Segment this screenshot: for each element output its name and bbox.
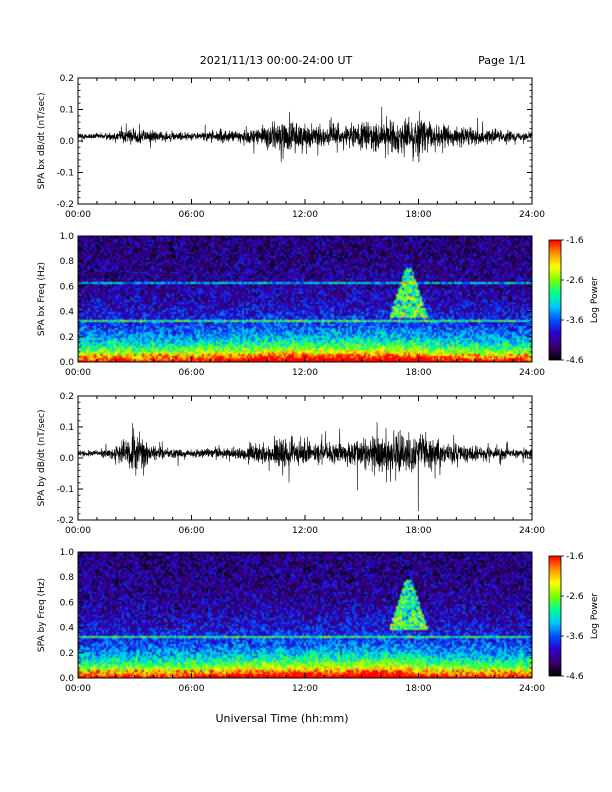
colorbar-tick-label: -1.6 bbox=[566, 236, 584, 246]
x-tick-label: 06:00 bbox=[179, 684, 205, 694]
x-tick-label: 06:00 bbox=[179, 526, 205, 536]
x-tick-label: 06:00 bbox=[179, 210, 205, 220]
colorbar-label: Log Power bbox=[590, 277, 600, 323]
x-tick-label: 00:00 bbox=[65, 368, 91, 378]
x-tick-label: 12:00 bbox=[292, 210, 318, 220]
y-tick-label: 0.0 bbox=[60, 137, 75, 147]
x-tick-label: 18:00 bbox=[406, 368, 432, 378]
y-axis-label: SPA by dB/dt (nT/sec) bbox=[37, 410, 47, 507]
x-tick-label: 12:00 bbox=[292, 526, 318, 536]
y-tick-label: 1.0 bbox=[60, 232, 75, 242]
x-tick-label: 24:00 bbox=[519, 210, 545, 220]
x-tick-label: 18:00 bbox=[406, 210, 432, 220]
colorbar-tick-label: -2.6 bbox=[566, 592, 584, 602]
y-tick-label: 0.6 bbox=[60, 282, 75, 292]
x-tick-label: 24:00 bbox=[519, 368, 545, 378]
y-tick-label: 0.2 bbox=[60, 333, 74, 343]
colorbar-tick-label: -3.6 bbox=[566, 632, 584, 642]
series-trace bbox=[78, 422, 532, 511]
y-tick-label: 0.4 bbox=[60, 624, 75, 634]
x-tick-label: 24:00 bbox=[519, 526, 545, 536]
y-tick-label: 0.8 bbox=[60, 257, 75, 267]
y-tick-label: 0.1 bbox=[60, 106, 74, 116]
panel-by-dbdt: 00:00 06:00 12:00 18:00 24:00 0.2 0.1 0.0 -0.1 -0… bbox=[37, 392, 545, 536]
figure-title: 2021/11/13 00:00-24:00 UT bbox=[200, 54, 353, 67]
colorbar-tick-label: -3.6 bbox=[566, 316, 584, 326]
y-tick-label: 0.6 bbox=[60, 598, 75, 608]
x-tick-label: 00:00 bbox=[65, 526, 91, 536]
y-tick-label: -0.1 bbox=[56, 485, 74, 495]
y-axis-label: SPA by Freq (Hz) bbox=[37, 578, 47, 652]
y-tick-label: 0.4 bbox=[60, 308, 75, 318]
y-tick-label: 0.0 bbox=[60, 358, 75, 368]
y-tick-label: 1.0 bbox=[60, 548, 75, 558]
y-tick-label: 0.0 bbox=[60, 674, 75, 684]
x-tick-label: 12:00 bbox=[292, 684, 318, 694]
x-tick-label: 18:00 bbox=[406, 526, 432, 536]
spectrogram-image bbox=[78, 236, 532, 362]
colorbar-tick-label: -1.6 bbox=[566, 552, 584, 562]
x-tick-label: 18:00 bbox=[406, 684, 432, 694]
panel-by-spectrogram: 00:00 06:00 12:00 18:00 24:00 1.0 0.8 0.6 0.4 0.2… bbox=[37, 548, 600, 694]
x-tick-label: 12:00 bbox=[292, 368, 318, 378]
y-tick-label: -0.1 bbox=[56, 169, 74, 179]
colorbar bbox=[548, 555, 562, 677]
colorbar bbox=[548, 239, 562, 361]
y-tick-label: 0.1 bbox=[60, 423, 74, 433]
colorbar-tick-label: -2.6 bbox=[566, 276, 584, 286]
y-tick-label: 0.8 bbox=[60, 573, 75, 583]
x-tick-label: 24:00 bbox=[519, 684, 545, 694]
page-indicator: Page 1/1 bbox=[478, 54, 526, 67]
y-tick-label: -0.2 bbox=[56, 516, 74, 526]
y-axis-label: SPA bx Freq (Hz) bbox=[37, 262, 47, 336]
series-trace bbox=[78, 106, 532, 163]
y-axis-label: SPA bx dB/dt (nT/sec) bbox=[37, 93, 47, 190]
colorbar-label: Log Power bbox=[590, 593, 600, 639]
colorbar-tick-label: -4.6 bbox=[566, 672, 584, 682]
colorbar-tick-label: -4.6 bbox=[566, 356, 584, 366]
y-tick-label: 0.2 bbox=[60, 74, 74, 84]
x-axis-label: Universal Time (hh:mm) bbox=[216, 712, 349, 725]
x-tick-label: 00:00 bbox=[65, 684, 91, 694]
y-tick-label: 0.0 bbox=[60, 454, 75, 464]
panel-bx-dbdt: 00:00 06:00 12:00 18:00 24:00 0.2 0.1 0.0 -0.1 -0… bbox=[37, 74, 545, 220]
x-tick-label: 00:00 bbox=[65, 210, 91, 220]
y-tick-label: 0.2 bbox=[60, 649, 74, 659]
y-tick-label: -0.2 bbox=[56, 200, 74, 210]
y-tick-label: 0.2 bbox=[60, 392, 74, 402]
x-tick-label: 06:00 bbox=[179, 368, 205, 378]
spectrogram-image bbox=[78, 552, 532, 678]
panel-bx-spectrogram: 00:00 06:00 12:00 18:00 24:00 1.0 0.8 0.6 0.4 0.2… bbox=[37, 232, 600, 378]
